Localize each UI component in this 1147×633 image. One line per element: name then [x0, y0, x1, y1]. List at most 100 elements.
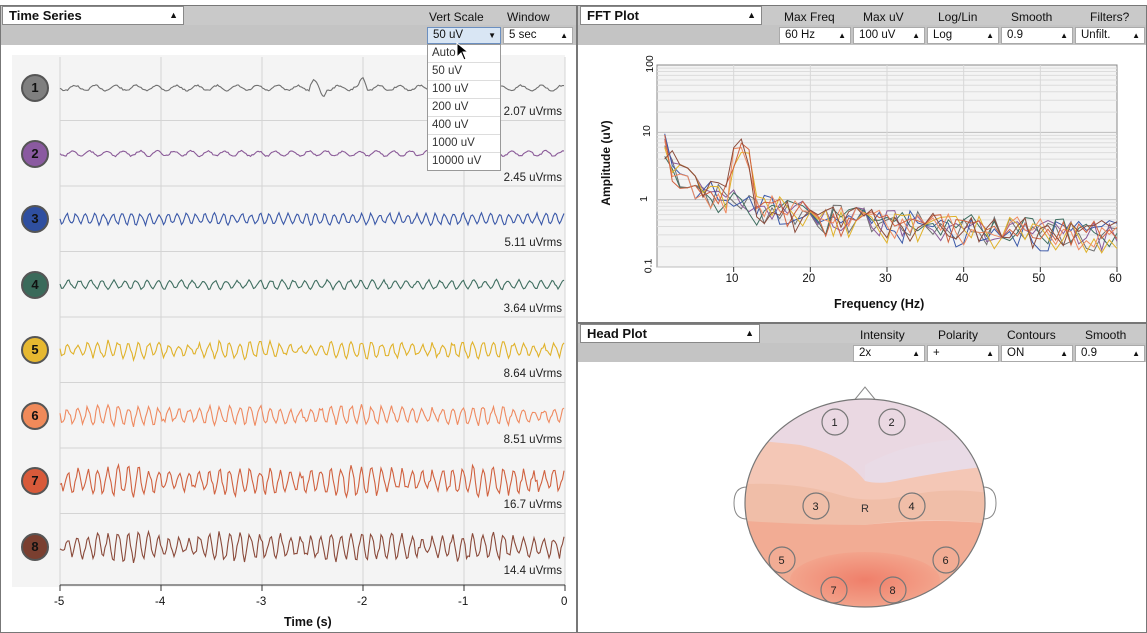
- caret-up-icon: ▲: [1132, 349, 1140, 358]
- ts-x-tick: -1: [458, 596, 469, 608]
- fft-y-axis-title: Amplitude (uV): [599, 120, 613, 206]
- filters-dropdown[interactable]: Unfilt. ▲: [1075, 27, 1145, 44]
- electrode-label: 8: [890, 585, 896, 597]
- log-lin-dropdown[interactable]: Log ▲: [927, 27, 999, 44]
- electrode-marker: [768, 546, 796, 574]
- head-plot-title-dropdown[interactable]: Head Plot ▲: [580, 324, 760, 343]
- caret-up-icon: ▲: [560, 31, 568, 40]
- fft-x-tick: 60: [1109, 273, 1122, 285]
- channel-badge[interactable]: 1: [21, 74, 49, 102]
- fft-series-line: [664, 138, 1118, 250]
- channel-rms-value: 5.11 uVrms: [504, 237, 562, 249]
- electrode-marker: [821, 408, 849, 436]
- channel-trace: [59, 211, 565, 228]
- electrode-label: 5: [779, 555, 785, 567]
- max-uv-value: 100 uV: [859, 29, 896, 41]
- polarity-label: Polarity: [938, 328, 979, 342]
- head-smooth-value: 0.9: [1081, 347, 1097, 359]
- caret-up-icon: ▲: [1060, 31, 1068, 40]
- channel-rms-value: 8.64 uVrms: [503, 368, 562, 380]
- fft-x-tick: 40: [955, 273, 969, 285]
- channel-rms-value: 14.4 uVrms: [503, 564, 562, 577]
- channel-trace: [59, 278, 565, 292]
- fft-series-line: [664, 145, 1118, 252]
- vert-scale-option[interactable]: 400 uV: [428, 117, 500, 135]
- ts-x-tick: -3: [256, 596, 267, 608]
- window-label: Window: [507, 10, 550, 24]
- intensity-dropdown[interactable]: 2x ▲: [853, 345, 925, 362]
- channel-trace: [59, 529, 565, 564]
- window-dropdown[interactable]: 5 sec ▲: [503, 27, 573, 44]
- fft-title-dropdown[interactable]: FFT Plot ▲: [580, 6, 762, 25]
- vert-scale-option[interactable]: Auto: [428, 45, 500, 63]
- ts-x-tick: -2: [357, 596, 368, 608]
- channel-badge[interactable]: 8: [21, 532, 49, 561]
- electrode-marker: [932, 546, 960, 574]
- vert-scale-option[interactable]: 200 uV: [428, 99, 500, 117]
- channel-rms-value: 16.7 uVrms: [503, 499, 562, 511]
- window-value: 5 sec: [509, 29, 537, 41]
- channel-badge[interactable]: 3: [21, 205, 49, 233]
- vert-scale-option[interactable]: 10000 uV: [432, 155, 482, 167]
- contours-dropdown[interactable]: ON ▲: [1001, 345, 1073, 362]
- fft-series-line: [664, 134, 1118, 247]
- reference-label: R: [861, 503, 869, 515]
- electrode-marker: [879, 576, 907, 604]
- head-smooth-dropdown[interactable]: 0.9 ▲: [1075, 345, 1145, 362]
- fft-y-tick: 100: [643, 55, 656, 73]
- fft-x-axis-title: Frequency (Hz): [834, 297, 925, 311]
- channel-rms-value: 2.45 uVrms: [503, 171, 562, 184]
- contours-value: ON: [1007, 347, 1025, 359]
- channel-trace: [59, 339, 565, 363]
- channel-rms-value: 2.07 uVrms: [503, 106, 562, 118]
- vert-scale-value: 50 uV: [433, 29, 464, 41]
- caret-up-icon: ▲: [1060, 349, 1068, 358]
- caret-up-icon: ▲: [912, 349, 920, 358]
- ts-x-tick: -4: [155, 596, 166, 608]
- polarity-value: +: [933, 347, 940, 359]
- smooth-value: 0.9: [1007, 29, 1023, 41]
- electrode-label: 7: [831, 585, 837, 597]
- vert-scale-menu: Auto 50 uV 100 uV 200 uV 400 uV 1000 uV …: [427, 44, 501, 171]
- head-smooth-label: Smooth: [1085, 328, 1127, 342]
- max-uv-dropdown[interactable]: 100 uV ▲: [853, 27, 925, 44]
- log-lin-label: Log/Lin: [938, 10, 978, 24]
- right-ear-icon: [982, 486, 997, 520]
- channel-badge[interactable]: 6: [21, 401, 49, 430]
- smooth-dropdown[interactable]: 0.9 ▲: [1001, 27, 1073, 44]
- fft-y-tick: 0.1: [642, 258, 655, 274]
- fft-chart: [656, 64, 1118, 272]
- vert-scale-label: Vert Scale: [429, 10, 484, 24]
- channel-badge[interactable]: 4: [21, 270, 49, 299]
- channel-badge[interactable]: 5: [21, 336, 49, 364]
- fft-x-tick: 30: [879, 273, 892, 285]
- vert-scale-option[interactable]: 100 uV: [428, 81, 500, 99]
- fft-y-tick: 1: [637, 195, 650, 202]
- time-series-title-dropdown[interactable]: Time Series ▲: [2, 6, 184, 25]
- smooth-label: Smooth: [1011, 10, 1053, 24]
- vert-scale-option[interactable]: 50 uV: [428, 63, 500, 81]
- electrode-marker: [878, 408, 906, 436]
- caret-up-icon: ▲: [745, 328, 754, 338]
- intensity-value: 2x: [859, 347, 872, 359]
- channel-badge[interactable]: 2: [21, 139, 49, 168]
- channel-trace: [59, 403, 565, 428]
- polarity-dropdown[interactable]: + ▲: [927, 345, 999, 362]
- vert-scale-option[interactable]: 1000 uV: [428, 135, 500, 153]
- max-uv-label: Max uV: [863, 10, 904, 24]
- fft-title: FFT Plot: [587, 8, 639, 23]
- electrode-label: 1: [832, 417, 838, 429]
- contours-label: Contours: [1007, 328, 1056, 342]
- channel-rms-value: 3.64 uVrms: [503, 302, 562, 315]
- caret-up-icon: ▲: [986, 31, 994, 40]
- caret-up-icon: ▲: [169, 10, 178, 20]
- head-map: 1 2 3 4 5 6 7 8 R: [733, 386, 997, 608]
- max-freq-value: 60 Hz: [785, 29, 816, 41]
- fft-x-tick: 50: [1032, 273, 1046, 285]
- intensity-label: Intensity: [860, 328, 905, 342]
- vert-scale-dropdown[interactable]: 50 uV ▼: [427, 27, 501, 44]
- channel-trace: [59, 462, 565, 499]
- pointer-cursor-icon: [456, 41, 470, 61]
- channel-badge[interactable]: 7: [21, 467, 49, 495]
- max-freq-dropdown[interactable]: 60 Hz ▲: [779, 27, 851, 44]
